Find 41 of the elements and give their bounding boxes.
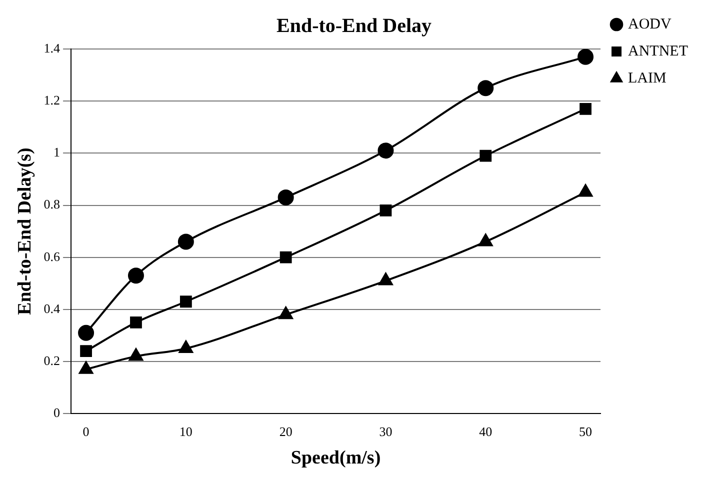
- point: [278, 306, 293, 320]
- x-tick-label: 20: [279, 424, 292, 439]
- point: [128, 348, 144, 361]
- y-tick-label: 0.4: [44, 300, 61, 316]
- x-tick-label: 40: [479, 424, 492, 439]
- x-axis-title: Speed(m/s): [290, 448, 381, 469]
- point: [128, 268, 144, 284]
- y-tick-label: 0.6: [44, 248, 61, 264]
- point: [378, 272, 393, 286]
- x-tick-label: 10: [179, 424, 192, 439]
- y-axis-title: End-to-End Delay(s): [14, 148, 36, 315]
- y-tick-label: 1: [54, 144, 60, 160]
- x-tick-label: 30: [379, 424, 392, 439]
- point: [180, 296, 192, 308]
- point: [278, 189, 294, 206]
- point: [478, 234, 493, 246]
- x-tick-label: 0: [82, 424, 90, 439]
- point: [78, 361, 94, 374]
- chart-title: End-to-End Delay: [276, 15, 432, 38]
- y-tick-label: 0.2: [44, 352, 60, 368]
- point: [380, 204, 392, 216]
- point: [378, 142, 394, 159]
- point: [178, 340, 193, 353]
- x-tick-label: 50: [579, 424, 592, 439]
- point: [578, 49, 594, 65]
- point: [478, 80, 494, 96]
- point: [480, 150, 492, 162]
- y-tick-label: 1.4: [44, 40, 61, 56]
- y-tick-label: 0.8: [44, 196, 60, 212]
- y-tick-label: 1.2: [44, 92, 60, 108]
- point: [280, 251, 292, 264]
- legend-label: LAIM: [628, 70, 666, 86]
- point: [80, 345, 92, 358]
- point: [578, 184, 593, 197]
- legend-label: ANTNET: [628, 43, 688, 60]
- point: [130, 316, 142, 328]
- y-tick-label: 0: [54, 405, 60, 420]
- point: [580, 102, 592, 115]
- point: [178, 234, 194, 250]
- legend-label: AODV: [628, 16, 672, 32]
- point: [78, 324, 94, 341]
